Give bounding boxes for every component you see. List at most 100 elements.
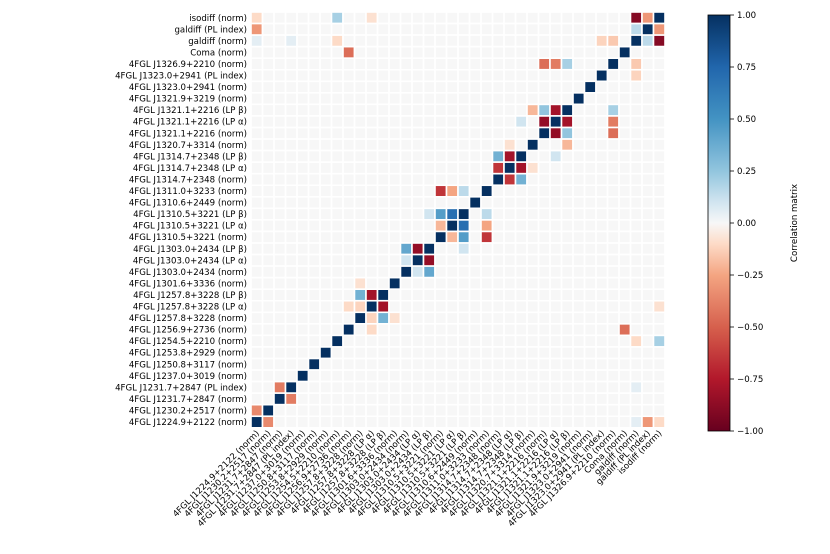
heatmap-cell [503, 184, 517, 198]
heatmap-cell [641, 34, 655, 48]
heatmap-cell [330, 380, 344, 394]
heatmap-cell [296, 299, 310, 314]
heatmap-cell [307, 219, 321, 233]
heatmap-cell [572, 357, 586, 371]
heatmap-cell [376, 265, 390, 279]
heatmap-cell [549, 184, 563, 198]
heatmap-cell [422, 288, 436, 302]
heatmap-cell [572, 126, 586, 140]
heatmap-cell [618, 369, 632, 383]
heatmap-cell [595, 392, 609, 406]
heatmap-cell [261, 22, 275, 36]
heatmap-cell [319, 34, 333, 48]
heatmap-cell [572, 92, 586, 106]
heatmap-cell [445, 230, 459, 244]
heatmap-cell [330, 207, 344, 221]
heatmap-cell [273, 115, 287, 129]
heatmap-cell [261, 149, 275, 163]
heatmap-cell [606, 11, 620, 25]
heatmap-cell [503, 369, 517, 383]
heatmap-cell [342, 299, 356, 314]
heatmap-cell [365, 172, 379, 187]
heatmap-cell [250, 138, 264, 152]
heatmap-cell [261, 392, 275, 406]
heatmap-cell [480, 149, 494, 163]
heatmap-cell [284, 323, 298, 337]
heatmap-cell [250, 334, 264, 348]
heatmap-cell [284, 242, 298, 256]
heatmap-cell [652, 299, 666, 314]
heatmap-cell [296, 207, 310, 221]
heatmap-cell [422, 369, 436, 383]
heatmap-cell [273, 276, 287, 290]
heatmap-cell [549, 276, 563, 290]
heatmap-cell [641, 103, 655, 117]
heatmap-cell [445, 80, 459, 94]
heatmap-cell [250, 276, 264, 290]
heatmap-cell [652, 253, 666, 267]
heatmap-cell [445, 161, 459, 175]
heatmap-cell [606, 230, 620, 244]
heatmap-cell [250, 172, 264, 187]
heatmap-cell [526, 346, 540, 360]
heatmap-cell [422, 92, 436, 106]
heatmap-cell [629, 334, 643, 348]
heatmap-cell [618, 68, 632, 83]
heatmap-cell [457, 126, 471, 140]
heatmap-cell [296, 161, 310, 175]
heatmap-cell [572, 242, 586, 256]
heatmap-cell [618, 115, 632, 129]
heatmap-cell [250, 45, 264, 60]
heatmap-cell [652, 334, 666, 348]
heatmap-cell [618, 346, 632, 360]
heatmap-cell [514, 92, 528, 106]
heatmap-cell [468, 219, 482, 233]
heatmap-cell [629, 357, 643, 371]
heatmap-cell [353, 92, 367, 106]
heatmap-cell [365, 392, 379, 406]
heatmap-cell [606, 80, 620, 94]
heatmap-cell [353, 115, 367, 129]
heatmap-cell [491, 357, 505, 371]
heatmap-cell [307, 392, 321, 406]
heatmap-cell [399, 276, 413, 290]
y-tick-label: 4FGL J1253.8+2929 (norm) [129, 349, 247, 359]
heatmap-cell [411, 369, 425, 383]
heatmap-cell [503, 311, 517, 325]
heatmap-cell [250, 415, 264, 429]
heatmap-cell [537, 11, 551, 25]
heatmap-cell [641, 219, 655, 233]
heatmap-cell [652, 323, 666, 337]
heatmap-cell [583, 276, 597, 290]
heatmap-cell [583, 207, 597, 221]
heatmap-cell [445, 403, 459, 418]
heatmap-cell [307, 115, 321, 129]
heatmap-cell [250, 369, 264, 383]
heatmap-cell [422, 265, 436, 279]
heatmap-cell [595, 276, 609, 290]
heatmap-cell [480, 103, 494, 117]
heatmap-cell [595, 380, 609, 394]
heatmap-cell [376, 22, 390, 36]
heatmap-cell [629, 346, 643, 360]
heatmap-cell [273, 380, 287, 394]
heatmap-cell [376, 68, 390, 83]
heatmap-cell [503, 45, 517, 60]
heatmap-cell [422, 230, 436, 244]
heatmap-cell [629, 149, 643, 163]
heatmap-cell [250, 92, 264, 106]
y-axis-labels: isodiff (norm)galdiff (PL index) galdiff … [115, 14, 247, 428]
heatmap-cell [583, 184, 597, 198]
heatmap-cell [422, 380, 436, 394]
heatmap-cell [560, 34, 574, 48]
heatmap-cell [284, 230, 298, 244]
heatmap-cell [273, 323, 287, 337]
heatmap-cell [330, 219, 344, 233]
heatmap-cell [618, 149, 632, 163]
heatmap-cell [629, 265, 643, 279]
heatmap-cell [618, 323, 632, 337]
heatmap-cell [457, 369, 471, 383]
heatmap-cell [514, 276, 528, 290]
heatmap-cell [399, 311, 413, 325]
heatmap-cell [560, 161, 574, 175]
